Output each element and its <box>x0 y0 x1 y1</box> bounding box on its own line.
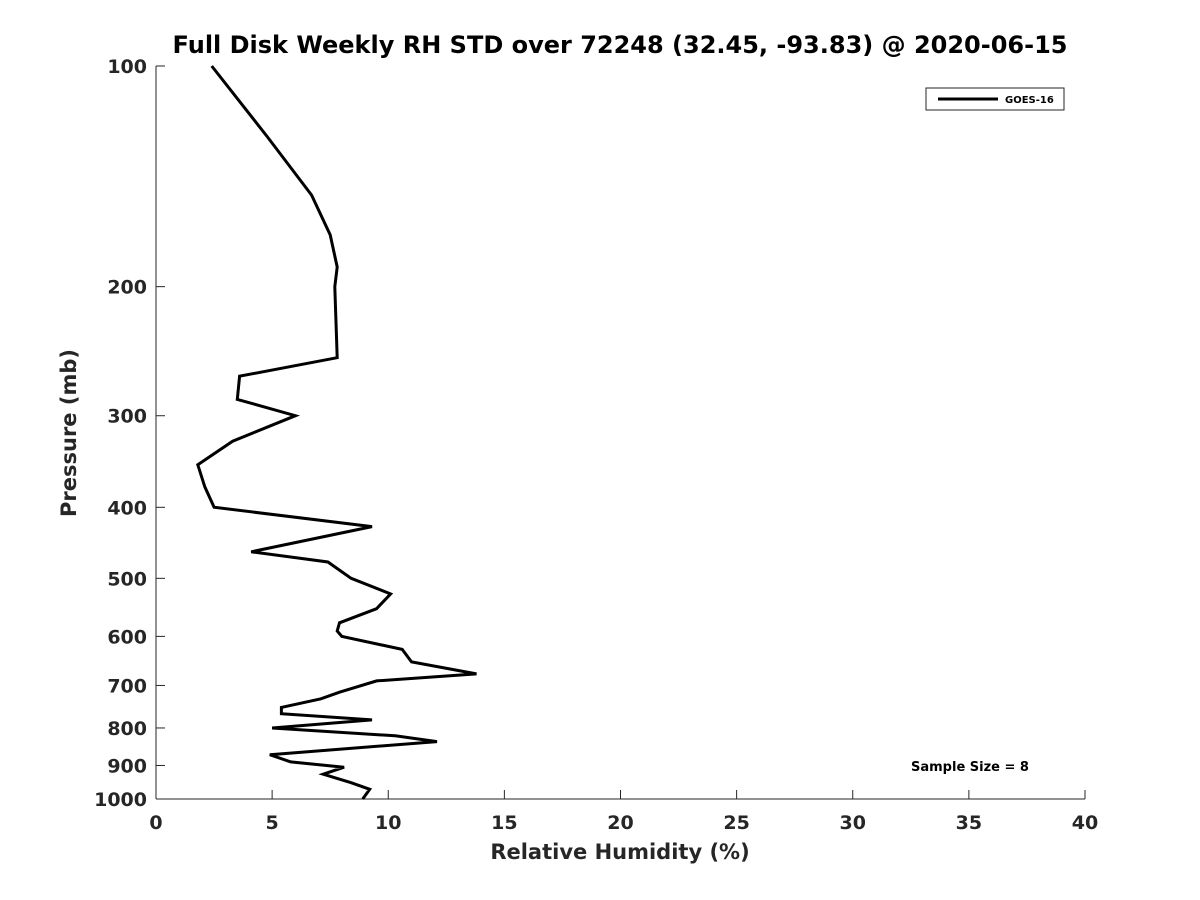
y-tick-label: 1000 <box>94 789 147 811</box>
x-axis-label: Relative Humidity (%) <box>490 840 749 864</box>
y-tick-label: 800 <box>107 718 147 740</box>
x-tick-label: 25 <box>723 812 749 834</box>
y-tick-label: 400 <box>107 497 147 519</box>
y-tick-label: 500 <box>107 568 147 590</box>
x-tick-label: 15 <box>491 812 517 834</box>
series-line-goes-16 <box>196 65 477 800</box>
legend: GOES-16 <box>925 87 1065 111</box>
x-tick-label: 35 <box>956 812 982 834</box>
y-tick-label: 700 <box>107 675 147 697</box>
x-tick-label: 0 <box>149 812 162 834</box>
legend-label: GOES-16 <box>1005 95 1054 106</box>
x-tick-label: 5 <box>266 812 279 834</box>
y-axis-ticks: 100 200 300 400 500 600 700 800 900 1000 <box>94 56 165 811</box>
y-tick-label: 200 <box>107 277 147 299</box>
y-tick-label: 600 <box>107 626 147 648</box>
sample-size-note: Sample Size = 8 <box>911 760 1029 775</box>
chart-title: Full Disk Weekly RH STD over 72248 (32.4… <box>173 31 1068 59</box>
y-tick-label: 100 <box>107 56 147 78</box>
x-tick-label: 10 <box>375 812 401 834</box>
y-axis-label: Pressure (mb) <box>57 349 81 517</box>
y-tick-label: 900 <box>107 755 147 777</box>
y-tick-label: 300 <box>107 406 147 428</box>
x-tick-label: 30 <box>840 812 866 834</box>
x-tick-label: 40 <box>1072 812 1098 834</box>
x-tick-label: 20 <box>607 812 633 834</box>
series-layer <box>196 65 477 800</box>
x-axis-ticks: 0 5 10 15 20 25 30 35 40 <box>149 790 1098 834</box>
